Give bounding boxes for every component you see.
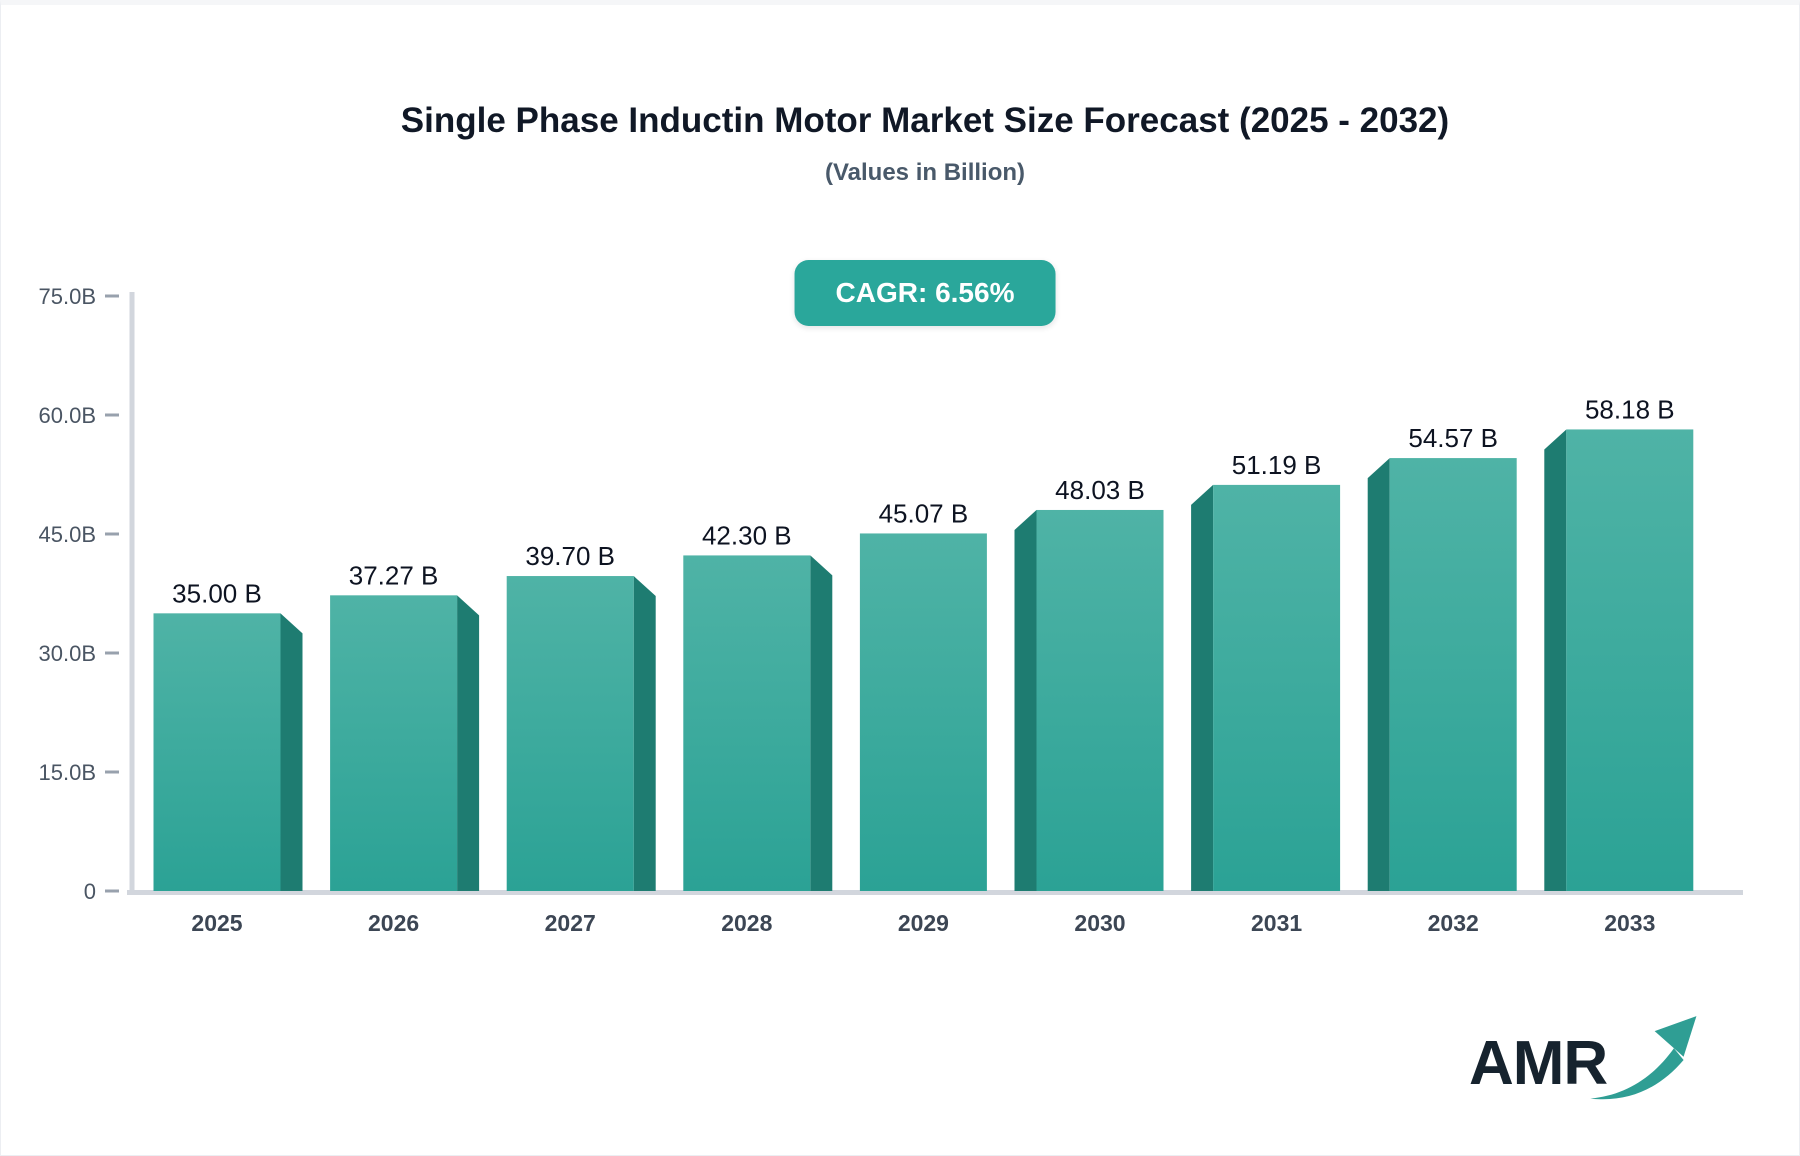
bar-value-label: 42.30 B [702,520,792,550]
x-tick-label: 2025 [191,910,242,936]
y-tick-label: 0 [84,879,96,904]
growth-arrow-icon [1590,1016,1697,1100]
bar-value-label: 39.70 B [525,541,615,571]
x-tick-label: 2027 [545,910,596,936]
bar-2030 [1036,509,1164,891]
bar-side-2033 [1544,429,1567,891]
y-tick-label: 75.0B [39,284,97,309]
cagr-badge-label: CAGR: 6.56% [835,277,1015,308]
x-tick-label: 2028 [721,910,772,936]
bar-value-label: 51.19 B [1232,450,1322,480]
bar-2025 [153,613,281,891]
bar-value-label: 58.18 B [1585,394,1675,424]
x-tick-label: 2032 [1428,910,1479,936]
y-tick-label: 60.0B [39,403,97,428]
chart-header: Single Phase Inductin Motor Market Size … [1,101,1799,187]
chart-title: Single Phase Inductin Motor Market Size … [400,101,1450,140]
bar-2027 [506,576,634,891]
bar-side-2030 [1014,509,1037,891]
x-tick-label: 2033 [1604,910,1655,936]
bar-2029 [859,533,987,891]
y-tick-label: 45.0B [39,522,97,547]
x-tick-label: 2031 [1251,910,1302,936]
bar-value-label: 35.00 B [172,578,262,608]
amr-logo: AMR [1469,1007,1704,1109]
bar-value-label: 48.03 B [1055,475,1145,505]
chart-subtitle: (Values in Billion) [824,159,1026,186]
bar-side-2031 [1191,484,1214,891]
bar-side-2026 [457,595,480,891]
y-tick-label: 30.0B [39,641,97,666]
bar-side-2027 [633,576,656,891]
x-tick-label: 2030 [1074,910,1125,936]
x-tick-label: 2026 [368,910,419,936]
amr-logo-text: AMR [1469,1029,1608,1098]
bar-value-label: 54.57 B [1408,423,1498,453]
y-tick-label: 15.0B [39,760,97,785]
bar-side-2028 [810,555,833,891]
bar-value-label: 45.07 B [879,498,969,528]
bar-2033 [1566,429,1694,891]
bar-chart: 0 15.0B 30.0B 45.0B 60.0B 75.0B 35.00 B 2025 37.… [39,284,1743,936]
bar-2026 [330,595,458,891]
bar-2028 [683,555,811,891]
bar-2031 [1213,484,1341,891]
bar-value-label: 37.27 B [349,560,439,590]
bar-side-2032 [1367,458,1390,891]
bar-2032 [1389,458,1517,891]
x-tick-label: 2029 [898,910,949,936]
bar-side-2025 [280,613,303,891]
cagr-badge: CAGR: 6.56% [794,260,1056,326]
